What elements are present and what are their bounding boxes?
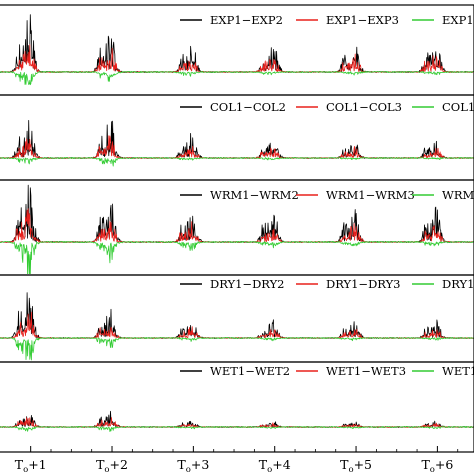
legend-wet: WET1−WET2 WET1−WET3 WET1−WET4 [180, 364, 474, 378]
panel-wet [0, 410, 474, 432]
legend-label: DRY1−DRY3 [326, 277, 401, 291]
legend-label: DRY1−DRY4 [442, 277, 474, 291]
legend-wrm: WRM1−WRM2 WRM1−WRM3 WRM1−WRM4 [180, 188, 474, 202]
series-line-3 [0, 426, 474, 432]
panel-col [0, 120, 474, 167]
series-line-3 [0, 337, 474, 361]
legend-label: WET1−WET3 [326, 364, 406, 378]
legend-dry: DRY1−DRY2 DRY1−DRY3 DRY1−DRY4 [180, 277, 474, 291]
series-line-2 [0, 208, 474, 243]
legend-col: COL1−COL2 COL1−COL3 COL1−COL4 [180, 100, 474, 114]
series-line-2 [0, 311, 474, 339]
legend-label: WRM1−WRM3 [326, 188, 415, 202]
legends: EXP1−EXP2EXP1−EXP3EXP1−EXP4COL1−COL2COL1… [180, 13, 474, 378]
x-tick-label: To+1 [15, 457, 47, 474]
series-line-2 [0, 135, 474, 159]
legend-label: WRM1−WRM2 [210, 188, 299, 202]
x-tick-label: To+5 [340, 457, 372, 474]
panel-exp [0, 14, 474, 86]
x-axis: To+1 To+2 To+3 To+4 To+5 To+6 [15, 446, 459, 474]
legend-label: DRY1−DRY2 [210, 277, 285, 291]
legend-exp: EXP1−EXP2 EXP1−EXP3 EXP1−EXP4 [180, 13, 474, 27]
series-line-3 [0, 241, 474, 274]
x-tick-label: To+4 [259, 457, 291, 474]
legend-label: COL1−COL2 [210, 100, 286, 114]
legend-label: WET1−WET2 [210, 364, 290, 378]
series-line-2 [0, 44, 474, 73]
legend-label: WRM1−WRM4 [442, 188, 474, 202]
x-tick-label: To+3 [177, 457, 209, 474]
series-line-1 [0, 292, 474, 339]
legend-label: EXP1−EXP2 [210, 13, 283, 27]
legend-label: EXP1−EXP3 [326, 13, 399, 27]
panel-dry [0, 292, 474, 361]
x-tick-label: To+2 [96, 457, 128, 474]
panel-wrm [0, 184, 474, 274]
panel-frame [0, 361, 474, 453]
series-line-3 [0, 71, 474, 86]
plot-area [0, 14, 474, 432]
panel-frames [0, 4, 474, 453]
legend-label: COL1−COL4 [442, 100, 474, 114]
series-line-1 [0, 410, 474, 428]
series-line-3 [0, 157, 474, 167]
legend-label: WET1−WET4 [442, 364, 474, 378]
legend-label: COL1−COL3 [326, 100, 402, 114]
legend-label: EXP1−EXP4 [442, 13, 474, 27]
x-tick-label: To+6 [421, 457, 453, 474]
series-line-2 [0, 417, 474, 428]
series-line-1 [0, 120, 474, 159]
